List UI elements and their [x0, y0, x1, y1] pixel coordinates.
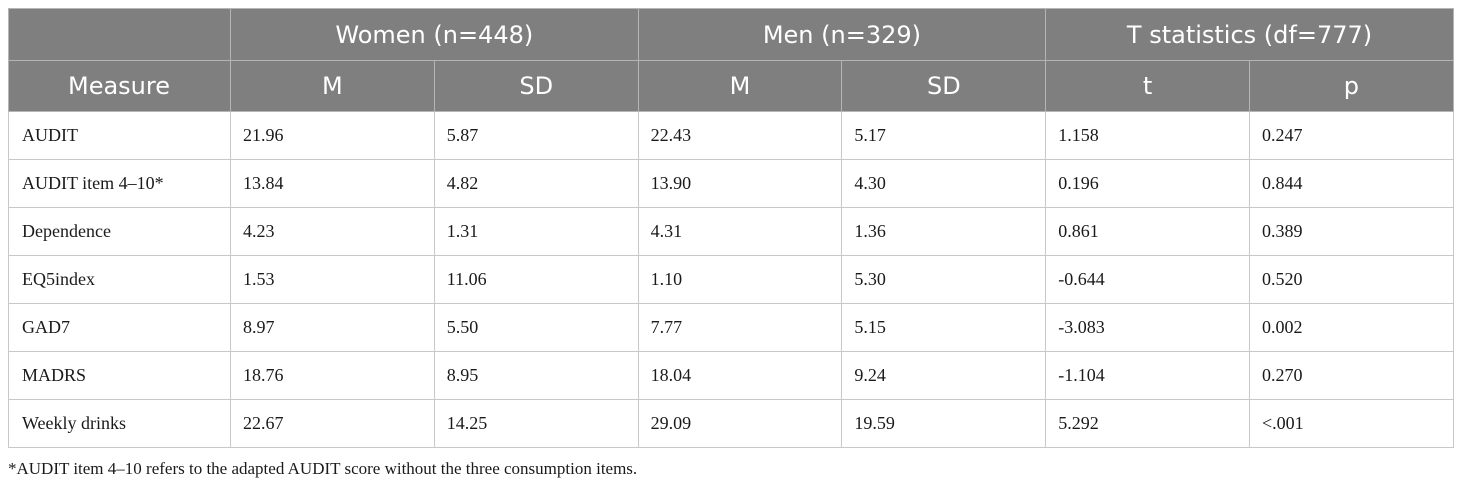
table-row: MADRS 18.76 8.95 18.04 9.24 -1.104 0.270: [8, 351, 1454, 400]
women-sd-cell: 5.50: [433, 303, 639, 352]
women-sd-cell: 11.06: [433, 255, 639, 304]
t-cell: -1.104: [1045, 351, 1251, 400]
men-sd-cell: 1.36: [841, 207, 1047, 256]
men-m-cell: 13.90: [637, 159, 843, 208]
empty-corner-cell: [8, 8, 231, 61]
women-sd-cell: 14.25: [433, 399, 639, 448]
men-m-cell: 29.09: [637, 399, 843, 448]
men-m-cell: 7.77: [637, 303, 843, 352]
p-cell: 0.247: [1249, 111, 1454, 160]
women-sd-cell: 8.95: [433, 351, 639, 400]
column-header-men-m: M: [637, 60, 843, 112]
table-row: AUDIT 21.96 5.87 22.43 5.17 1.158 0.247: [8, 111, 1454, 160]
men-sd-cell: 9.24: [841, 351, 1047, 400]
column-header-row: Measure M SD M SD t p: [8, 60, 1454, 112]
table-body: AUDIT 21.96 5.87 22.43 5.17 1.158 0.247 AUDIT i…: [8, 111, 1454, 448]
measure-cell: AUDIT: [8, 111, 231, 160]
men-m-cell: 4.31: [637, 207, 843, 256]
group-header-women: Women (n=448): [230, 8, 639, 61]
women-m-cell: 21.96: [230, 111, 435, 160]
results-table: Women (n=448) Men (n=329) T statistics (…: [8, 8, 1454, 448]
p-cell: 0.520: [1249, 255, 1454, 304]
table-row: AUDIT item 4–10* 13.84 4.82 13.90 4.30 0.196 0…: [8, 159, 1454, 208]
women-sd-cell: 1.31: [433, 207, 639, 256]
women-sd-cell: 5.87: [433, 111, 639, 160]
column-header-women-m: M: [230, 60, 435, 112]
measure-cell: GAD7: [8, 303, 231, 352]
group-header-row: Women (n=448) Men (n=329) T statistics (…: [8, 8, 1454, 61]
p-cell: 0.844: [1249, 159, 1454, 208]
p-cell: <.001: [1249, 399, 1454, 448]
women-sd-cell: 4.82: [433, 159, 639, 208]
women-m-cell: 13.84: [230, 159, 435, 208]
column-header-measure: Measure: [8, 60, 231, 112]
p-cell: 0.002: [1249, 303, 1454, 352]
table-row: Dependence 4.23 1.31 4.31 1.36 0.861 0.389: [8, 207, 1454, 256]
men-m-cell: 18.04: [637, 351, 843, 400]
men-sd-cell: 4.30: [841, 159, 1047, 208]
column-header-women-sd: SD: [433, 60, 639, 112]
measure-cell: Weekly drinks: [8, 399, 231, 448]
women-m-cell: 1.53: [230, 255, 435, 304]
t-cell: 0.861: [1045, 207, 1251, 256]
measure-cell: AUDIT item 4–10*: [8, 159, 231, 208]
table-container: Women (n=448) Men (n=329) T statistics (…: [8, 8, 1454, 448]
t-cell: 1.158: [1045, 111, 1251, 160]
t-cell: 0.196: [1045, 159, 1251, 208]
table-row: Weekly drinks 22.67 14.25 29.09 19.59 5.292 <.…: [8, 399, 1454, 448]
p-cell: 0.389: [1249, 207, 1454, 256]
table-row: EQ5index 1.53 11.06 1.10 5.30 -0.644 0.520: [8, 255, 1454, 304]
women-m-cell: 18.76: [230, 351, 435, 400]
measure-cell: MADRS: [8, 351, 231, 400]
group-header-men: Men (n=329): [637, 8, 1047, 61]
men-m-cell: 22.43: [637, 111, 843, 160]
p-cell: 0.270: [1249, 351, 1454, 400]
t-cell: -0.644: [1045, 255, 1251, 304]
women-m-cell: 8.97: [230, 303, 435, 352]
measure-cell: EQ5index: [8, 255, 231, 304]
t-cell: -3.083: [1045, 303, 1251, 352]
men-sd-cell: 5.15: [841, 303, 1047, 352]
column-header-p: p: [1249, 60, 1454, 112]
men-sd-cell: 5.30: [841, 255, 1047, 304]
measure-cell: Dependence: [8, 207, 231, 256]
men-m-cell: 1.10: [637, 255, 843, 304]
women-m-cell: 22.67: [230, 399, 435, 448]
table-row: GAD7 8.97 5.50 7.77 5.15 -3.083 0.002: [8, 303, 1454, 352]
men-sd-cell: 19.59: [841, 399, 1047, 448]
column-header-men-sd: SD: [841, 60, 1047, 112]
column-header-t: t: [1045, 60, 1251, 112]
men-sd-cell: 5.17: [841, 111, 1047, 160]
table-footnote: *AUDIT item 4–10 refers to the adapted A…: [8, 459, 638, 478]
t-cell: 5.292: [1045, 399, 1251, 448]
women-m-cell: 4.23: [230, 207, 435, 256]
group-header-t-statistics: T statistics (df=777): [1045, 8, 1454, 61]
